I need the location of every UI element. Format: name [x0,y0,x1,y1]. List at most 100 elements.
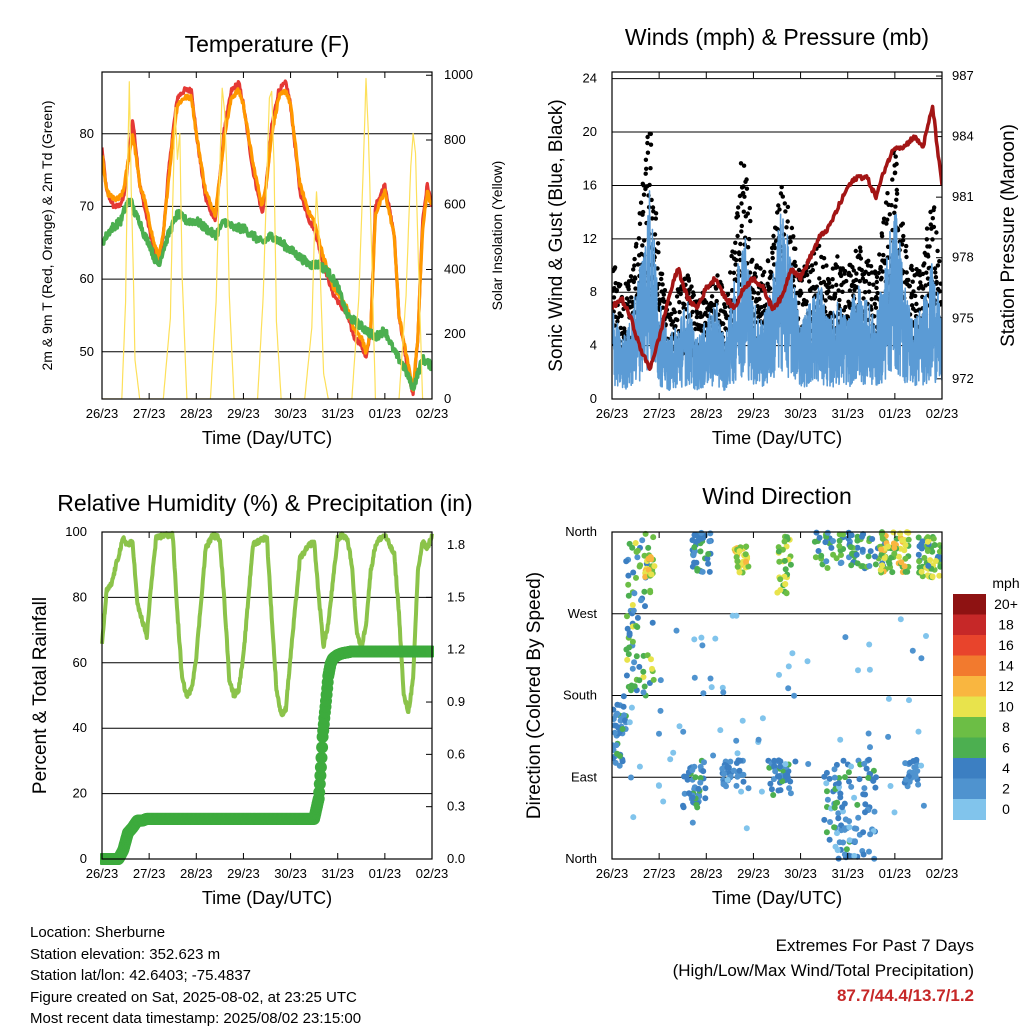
direction-point [636,677,643,684]
direction-point [739,717,746,724]
direction-point [767,780,774,787]
direction-point [909,647,916,654]
gust-point [789,225,795,231]
x-tick-label: 02/23 [926,406,959,421]
gust-point [736,205,741,210]
direction-point [625,592,632,599]
x-axis-title: Time (Day/UTC) [202,888,332,908]
direction-point [901,563,908,570]
gust-point [725,292,731,297]
gust-point [917,269,922,274]
direction-point [871,553,878,560]
gust-point [892,210,897,215]
gust-point [874,274,880,280]
gust-point [892,170,898,175]
x-tick-label: 26/23 [596,406,629,421]
direction-point [640,674,647,680]
direction-point [650,534,657,541]
gust-point [713,286,719,291]
direction-point [866,641,873,648]
gust-point [714,298,719,304]
direction-point [918,545,925,552]
gust-point [739,223,744,229]
y-right-tick-label: 0.6 [447,746,465,761]
x-tick-label: 30/23 [784,406,817,421]
gust-point [634,241,639,247]
x-axis-title: Time (Day/UTC) [712,888,842,908]
direction-point [730,767,737,774]
gust-point [752,271,757,276]
gust-point [660,305,666,310]
gust-point [656,281,662,287]
direction-point [625,581,632,588]
direction-point [645,566,652,573]
gust-point [931,224,937,230]
gust-point [817,276,822,281]
direction-point [885,733,892,740]
gust-point [771,233,776,239]
direction-point [823,558,830,565]
gust-point [928,222,933,227]
gust-point [792,259,797,265]
gust-point [728,270,733,275]
gust-point [793,246,798,251]
direction-point [734,558,741,565]
direction-point [628,682,635,689]
direction-point [707,530,714,537]
direction-point [855,814,862,821]
direction-point [706,568,713,575]
gust-point [632,263,637,268]
legend-label: 8 [1002,719,1010,735]
direction-point [630,814,637,821]
gust-point [826,289,831,294]
panel-humidity: Relative Humidity (%) & Precipitation (i… [30,490,473,908]
direction-point [870,767,877,774]
gust-point [733,262,738,267]
x-tick-label: 31/23 [831,406,864,421]
data-timestamp: Most recent data timestamp: 2025/08/02 2… [30,1010,362,1027]
x-axis-title: Time (Day/UTC) [202,428,332,448]
direction-point [804,658,811,665]
gust-point [838,273,844,279]
gust-point [738,161,744,166]
x-tick-label: 28/23 [180,406,213,421]
y-tick-label: 70 [80,198,94,213]
y-tick-label: 80 [73,589,87,604]
gust-point [911,289,916,294]
gust-point [863,279,869,284]
direction-point [612,759,619,766]
gust-point [894,161,899,167]
direction-point [634,624,641,630]
gust-point [643,171,648,176]
x-tick-label: 29/23 [737,866,770,881]
gust-point [653,211,659,216]
direction-point [644,652,651,659]
legend-swatch [953,614,986,636]
gust-point [858,256,864,261]
gust-point [900,242,905,247]
gust-point [813,261,818,266]
direction-point [846,837,853,844]
direction-point [693,532,699,539]
direction-point [854,801,861,808]
direction-point [916,558,923,565]
direction-point [845,529,852,536]
direction-point [625,572,632,579]
gust-point [793,263,798,268]
precip-point [316,741,329,754]
direction-point [912,773,919,780]
gust-point [737,251,742,257]
direction-point [779,778,786,785]
y-right-tick-label: 0.3 [447,799,465,814]
gust-point [767,286,773,291]
gust-point [873,271,878,276]
legend-swatch [953,737,986,759]
direction-point [708,684,715,691]
gust-point [868,264,874,269]
gust-point [833,291,838,297]
direction-point [826,775,833,782]
gust-point [914,301,919,307]
gust-point [810,267,815,273]
gust-point [704,300,709,305]
direction-point [648,571,655,578]
